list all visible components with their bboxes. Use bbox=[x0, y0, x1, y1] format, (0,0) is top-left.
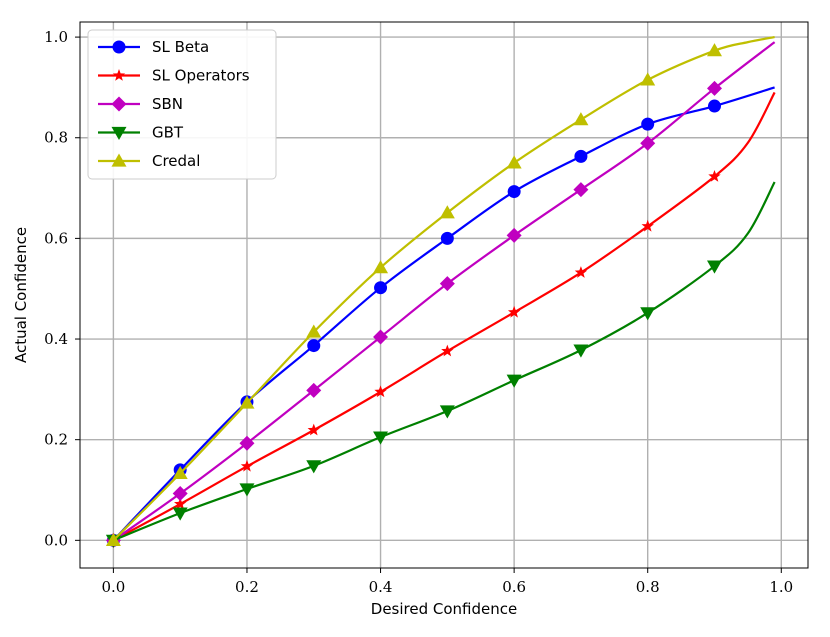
legend-label: SBN bbox=[152, 95, 183, 113]
data-point bbox=[574, 149, 588, 163]
legend: SL Beta SL Operators SBN GBT Credal bbox=[87, 29, 277, 180]
legend-item: Credal bbox=[98, 152, 200, 170]
data-point bbox=[439, 276, 455, 292]
data-point bbox=[506, 155, 522, 169]
data-point bbox=[640, 307, 656, 321]
legend-label: GBT bbox=[152, 124, 184, 142]
data-point bbox=[239, 395, 255, 409]
data-point bbox=[708, 169, 721, 182]
legend-item: SL Operators bbox=[98, 67, 250, 85]
data-point bbox=[307, 423, 320, 436]
data-point bbox=[172, 507, 188, 521]
y-tick-label: 1.0 bbox=[44, 28, 68, 46]
y-tick-label: 0.0 bbox=[44, 531, 68, 549]
legend-label: SL Beta bbox=[152, 38, 209, 56]
data-point bbox=[706, 260, 722, 274]
data-point bbox=[105, 532, 121, 546]
data-point bbox=[239, 435, 255, 451]
plot-frame bbox=[79, 21, 809, 569]
x-tick-label: 1.0 bbox=[769, 578, 793, 596]
x-axis-label: Desired Confidence bbox=[371, 600, 517, 618]
data-point bbox=[374, 281, 388, 295]
x-tick-label: 0.6 bbox=[502, 578, 526, 596]
data-point bbox=[507, 305, 521, 318]
series-gbt bbox=[105, 181, 776, 548]
data-point bbox=[306, 324, 322, 338]
y-tick-label: 0.4 bbox=[44, 330, 68, 348]
series-group bbox=[105, 36, 776, 548]
data-point bbox=[641, 219, 654, 232]
data-point bbox=[239, 483, 255, 497]
data-point bbox=[172, 486, 188, 502]
legend-item: GBT bbox=[98, 124, 184, 142]
data-point bbox=[439, 205, 455, 219]
legend-marker bbox=[111, 96, 127, 112]
data-point bbox=[640, 72, 656, 86]
data-point bbox=[373, 329, 389, 345]
legend-marker bbox=[112, 40, 126, 54]
legend-item: SL Beta bbox=[98, 38, 209, 56]
data-point bbox=[706, 43, 722, 57]
data-point bbox=[306, 460, 322, 474]
axis-ticks: 0.0 0.2 0.4 0.6 0.8 1.0 0.0 0.2 0.4 0.6 0.8 1.0 bbox=[44, 28, 793, 596]
data-point bbox=[573, 182, 589, 198]
data-point bbox=[240, 459, 254, 472]
data-point bbox=[506, 227, 522, 243]
data-point bbox=[707, 99, 721, 113]
x-tick-label: 0.0 bbox=[101, 578, 125, 596]
data-point bbox=[706, 80, 722, 96]
data-point bbox=[641, 117, 655, 131]
series-credal bbox=[105, 36, 775, 546]
data-point bbox=[374, 385, 387, 398]
legend-marker bbox=[111, 126, 127, 140]
data-point bbox=[440, 231, 454, 245]
legend-label: SL Operators bbox=[152, 67, 250, 85]
data-point bbox=[307, 339, 321, 353]
series-sbn bbox=[105, 41, 776, 548]
data-point bbox=[373, 431, 389, 445]
data-point bbox=[573, 112, 589, 126]
y-tick-label: 0.2 bbox=[44, 431, 68, 449]
data-point bbox=[640, 135, 656, 151]
data-point bbox=[574, 266, 588, 278]
x-tick-label: 0.8 bbox=[636, 578, 660, 596]
x-tick-label: 0.2 bbox=[235, 578, 259, 596]
data-point bbox=[174, 497, 187, 510]
data-point bbox=[507, 185, 521, 199]
y-tick-label: 0.8 bbox=[44, 129, 68, 147]
data-point bbox=[441, 344, 454, 357]
data-point bbox=[506, 374, 522, 388]
legend-box bbox=[87, 29, 277, 180]
legend-marker bbox=[111, 153, 127, 167]
y-tick-label: 0.6 bbox=[44, 229, 68, 247]
legend-marker bbox=[112, 69, 126, 81]
y-axis-label: Actual Confidence bbox=[12, 227, 30, 363]
legend-item: SBN bbox=[98, 95, 183, 113]
series-line bbox=[112, 86, 775, 542]
data-point bbox=[172, 465, 188, 480]
data-point bbox=[373, 260, 389, 274]
x-tick-label: 0.4 bbox=[369, 578, 393, 596]
legend-label: Credal bbox=[152, 152, 200, 170]
data-point bbox=[573, 344, 589, 358]
data-point bbox=[306, 382, 322, 398]
data-point bbox=[439, 405, 455, 419]
